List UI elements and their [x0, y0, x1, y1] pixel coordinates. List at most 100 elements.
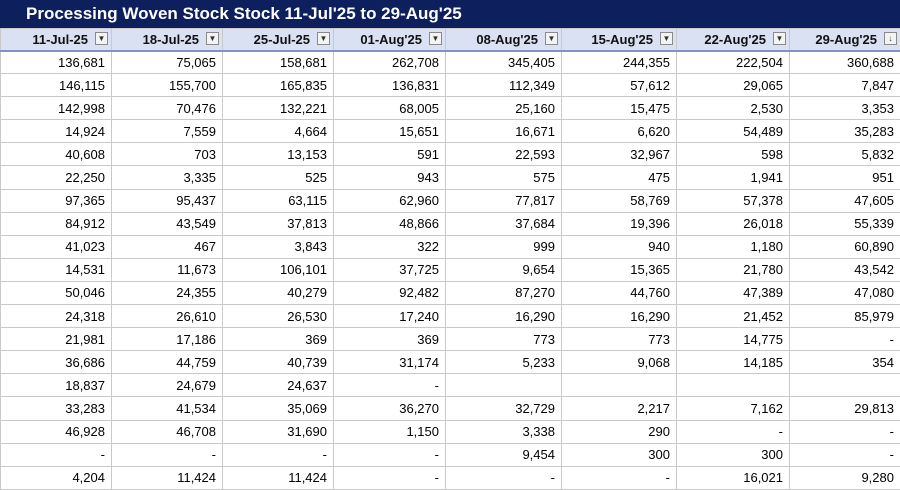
table-cell[interactable]: 4,664 — [223, 120, 334, 143]
table-cell[interactable]: 2,217 — [562, 397, 677, 420]
table-cell[interactable]: 41,023 — [1, 235, 112, 258]
table-cell[interactable] — [790, 374, 900, 397]
table-cell[interactable]: 26,530 — [223, 305, 334, 328]
table-cell[interactable]: - — [223, 443, 334, 466]
table-cell[interactable]: 40,608 — [1, 143, 112, 166]
table-cell[interactable]: 11,424 — [112, 466, 223, 489]
table-cell[interactable]: 13,153 — [223, 143, 334, 166]
table-cell[interactable]: 6,620 — [562, 120, 677, 143]
table-cell[interactable]: 300 — [562, 443, 677, 466]
table-cell[interactable] — [446, 374, 562, 397]
table-cell[interactable]: 60,890 — [790, 235, 900, 258]
table-cell[interactable]: 7,847 — [790, 74, 900, 97]
filter-dropdown-icon[interactable]: ▼ — [206, 32, 219, 45]
column-header-4[interactable]: 01-Aug'25▼ — [334, 29, 446, 51]
table-cell[interactable] — [677, 374, 790, 397]
table-cell[interactable]: - — [790, 420, 900, 443]
table-cell[interactable]: 15,651 — [334, 120, 446, 143]
table-cell[interactable]: 57,612 — [562, 74, 677, 97]
table-cell[interactable]: 244,355 — [562, 51, 677, 74]
table-cell[interactable]: 44,760 — [562, 281, 677, 304]
table-cell[interactable]: 1,941 — [677, 166, 790, 189]
table-cell[interactable]: 26,610 — [112, 305, 223, 328]
column-header-1[interactable]: 11-Jul-25▼ — [1, 29, 112, 51]
table-cell[interactable]: 77,817 — [446, 189, 562, 212]
table-cell[interactable]: 41,534 — [112, 397, 223, 420]
table-cell[interactable]: 70,476 — [112, 97, 223, 120]
table-cell[interactable]: 35,069 — [223, 397, 334, 420]
filter-dropdown-icon[interactable]: ▼ — [773, 32, 786, 45]
table-cell[interactable]: 14,775 — [677, 328, 790, 351]
table-cell[interactable]: 97,365 — [1, 189, 112, 212]
table-cell[interactable]: 25,160 — [446, 97, 562, 120]
table-cell[interactable]: 48,866 — [334, 212, 446, 235]
table-cell[interactable]: 35,283 — [790, 120, 900, 143]
column-header-5[interactable]: 08-Aug'25▼ — [446, 29, 562, 51]
table-cell[interactable]: 31,690 — [223, 420, 334, 443]
table-cell[interactable]: 591 — [334, 143, 446, 166]
table-cell[interactable]: 46,928 — [1, 420, 112, 443]
column-header-3[interactable]: 25-Jul-25▼ — [223, 29, 334, 51]
table-cell[interactable]: 1,150 — [334, 420, 446, 443]
table-cell[interactable]: 21,452 — [677, 305, 790, 328]
table-cell[interactable]: 26,018 — [677, 212, 790, 235]
table-cell[interactable]: 24,679 — [112, 374, 223, 397]
table-cell[interactable]: 3,338 — [446, 420, 562, 443]
table-cell[interactable]: 703 — [112, 143, 223, 166]
table-cell[interactable]: 467 — [112, 235, 223, 258]
table-cell[interactable]: - — [446, 466, 562, 489]
sort-descending-filter-icon[interactable]: ↓ — [884, 32, 897, 45]
table-cell[interactable]: 32,967 — [562, 143, 677, 166]
table-cell[interactable]: 3,335 — [112, 166, 223, 189]
table-cell[interactable]: 369 — [334, 328, 446, 351]
table-cell[interactable]: 5,233 — [446, 351, 562, 374]
table-cell[interactable]: 43,549 — [112, 212, 223, 235]
table-cell[interactable]: 29,813 — [790, 397, 900, 420]
table-cell[interactable]: 54,489 — [677, 120, 790, 143]
table-cell[interactable]: 24,355 — [112, 281, 223, 304]
table-cell[interactable]: 40,279 — [223, 281, 334, 304]
table-cell[interactable]: 37,684 — [446, 212, 562, 235]
column-header-7[interactable]: 22-Aug'25▼ — [677, 29, 790, 51]
column-header-2[interactable]: 18-Jul-25▼ — [112, 29, 223, 51]
table-cell[interactable]: 55,339 — [790, 212, 900, 235]
table-cell[interactable]: 1,180 — [677, 235, 790, 258]
table-cell[interactable]: 360,688 — [790, 51, 900, 74]
table-cell[interactable]: 158,681 — [223, 51, 334, 74]
table-cell[interactable]: 136,831 — [334, 74, 446, 97]
table-cell[interactable]: 57,378 — [677, 189, 790, 212]
table-cell[interactable]: 37,813 — [223, 212, 334, 235]
table-cell[interactable]: 106,101 — [223, 258, 334, 281]
table-cell[interactable]: 22,250 — [1, 166, 112, 189]
column-header-6[interactable]: 15-Aug'25▼ — [562, 29, 677, 51]
table-cell[interactable]: 17,186 — [112, 328, 223, 351]
table-cell[interactable]: 15,475 — [562, 97, 677, 120]
table-cell[interactable]: - — [790, 443, 900, 466]
table-cell[interactable]: 16,290 — [446, 305, 562, 328]
table-cell[interactable]: 940 — [562, 235, 677, 258]
table-cell[interactable]: 146,115 — [1, 74, 112, 97]
table-cell[interactable]: 999 — [446, 235, 562, 258]
table-cell[interactable]: 773 — [446, 328, 562, 351]
table-cell[interactable]: 63,115 — [223, 189, 334, 212]
table-cell[interactable]: 24,637 — [223, 374, 334, 397]
table-cell[interactable]: 68,005 — [334, 97, 446, 120]
table-cell[interactable]: 112,349 — [446, 74, 562, 97]
table-cell[interactable]: 43,542 — [790, 258, 900, 281]
table-cell[interactable]: 165,835 — [223, 74, 334, 97]
table-cell[interactable]: 475 — [562, 166, 677, 189]
table-cell[interactable]: 84,912 — [1, 212, 112, 235]
table-cell[interactable]: 21,780 — [677, 258, 790, 281]
table-cell[interactable]: 87,270 — [446, 281, 562, 304]
table-cell[interactable]: 4,204 — [1, 466, 112, 489]
table-cell[interactable]: 11,424 — [223, 466, 334, 489]
table-cell[interactable]: 33,283 — [1, 397, 112, 420]
table-cell[interactable]: 15,365 — [562, 258, 677, 281]
table-cell[interactable]: 155,700 — [112, 74, 223, 97]
table-cell[interactable]: 9,454 — [446, 443, 562, 466]
table-cell[interactable]: 16,290 — [562, 305, 677, 328]
table-cell[interactable]: - — [1, 443, 112, 466]
table-cell[interactable]: 46,708 — [112, 420, 223, 443]
table-cell[interactable]: 3,353 — [790, 97, 900, 120]
table-cell[interactable]: 7,162 — [677, 397, 790, 420]
